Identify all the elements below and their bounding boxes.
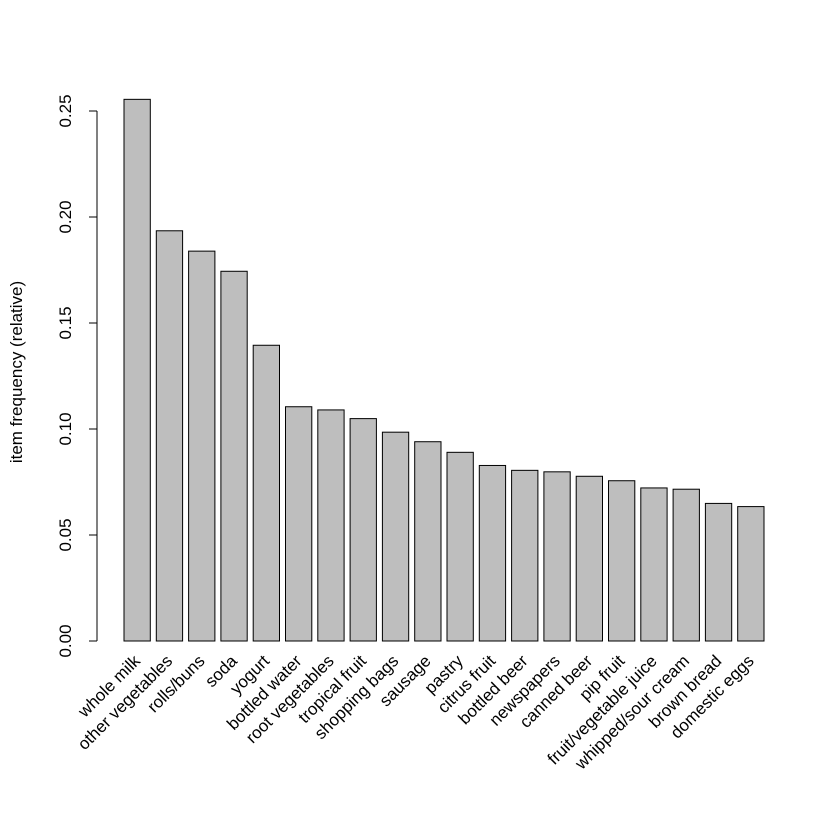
bar	[446, 451, 474, 642]
y-tick-label: 0.20	[56, 200, 75, 233]
bar	[414, 441, 442, 642]
bars	[123, 98, 765, 642]
bar	[381, 431, 410, 642]
y-tick-label: 0.15	[56, 306, 75, 339]
bar	[155, 230, 184, 642]
bar	[511, 469, 539, 642]
y-tick-label: 0.05	[56, 518, 75, 551]
bar	[123, 98, 151, 642]
bar	[608, 480, 636, 642]
bar	[478, 464, 507, 642]
bar	[672, 488, 700, 642]
bar	[543, 471, 571, 642]
y-axis-label: item frequency (relative)	[7, 281, 26, 463]
y-tick-label: 0.00	[56, 624, 75, 657]
y-tick-label: 0.25	[56, 94, 75, 127]
bar	[704, 502, 733, 642]
bar	[220, 270, 248, 642]
bar	[640, 487, 668, 642]
y-axis: 0.00 0.05 0.10 0.15 0.20 0.25	[56, 94, 98, 658]
bar	[285, 406, 313, 642]
bar	[575, 475, 604, 642]
bar	[349, 418, 377, 642]
bar	[252, 344, 280, 642]
bar	[188, 250, 216, 642]
bar	[737, 506, 765, 642]
bar	[317, 409, 345, 642]
y-tick-label: 0.10	[56, 412, 75, 445]
